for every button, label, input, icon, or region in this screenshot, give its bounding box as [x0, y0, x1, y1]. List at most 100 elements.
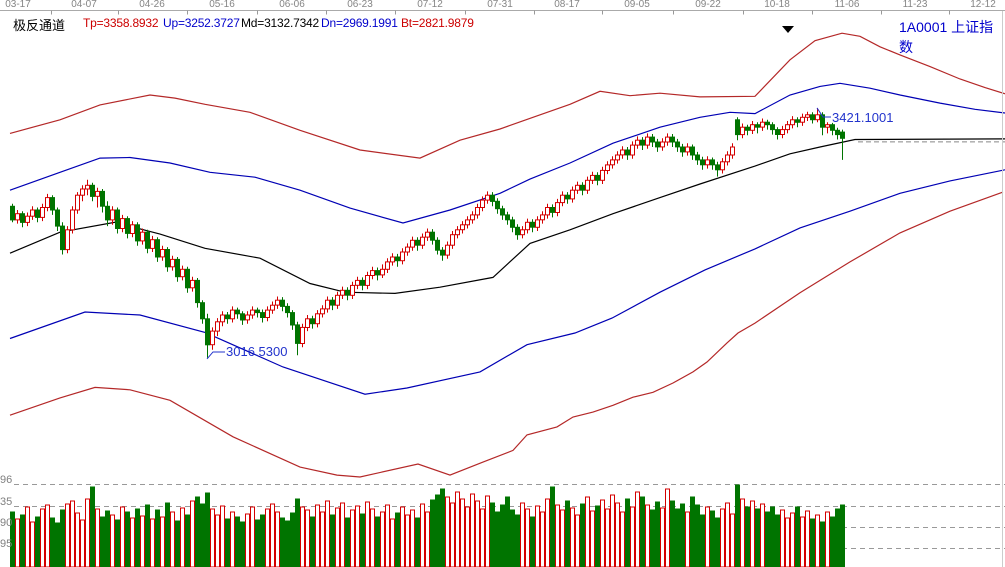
candle-body: [320, 308, 325, 315]
volume-bar: [245, 513, 250, 567]
candle-body: [685, 146, 690, 153]
volume-bar: [545, 498, 550, 567]
candle-body: [550, 207, 555, 213]
candle-body: [245, 314, 250, 321]
volume-bar: [25, 506, 30, 567]
volume-bar: [825, 511, 830, 567]
volume-bar: [655, 501, 660, 567]
volume-bar: [160, 516, 165, 567]
candle-body: [800, 116, 805, 123]
candle-body: [420, 236, 425, 246]
volume-bar: [685, 511, 690, 567]
candle-body: [155, 239, 160, 258]
volume-bar: [680, 503, 685, 567]
volume-bar: [290, 512, 295, 567]
volume-bar: [275, 511, 280, 567]
volume-bar: [400, 506, 405, 567]
band-bt-line: [9, 191, 1004, 478]
volume-bar: [330, 514, 335, 567]
volume-bar: [300, 506, 305, 567]
candle-body: [520, 229, 525, 236]
candle-body: [500, 208, 505, 216]
volume-bar: [180, 507, 185, 567]
date-label: 03-17: [5, 0, 31, 10]
candle-body: [265, 309, 270, 319]
volume-bar: [55, 522, 60, 567]
date-label: 05-16: [209, 0, 235, 10]
volume-bar: [670, 500, 675, 567]
volume-bar: [355, 505, 360, 567]
volume-bar: [550, 486, 555, 567]
volume-bar: [405, 514, 410, 567]
candle-body: [10, 205, 15, 221]
candle-body: [470, 214, 475, 221]
volume-bar: [65, 503, 70, 567]
candle-body: [645, 136, 650, 146]
volume-bar: [615, 502, 620, 567]
candle-body: [745, 126, 750, 131]
volume-bar: [80, 519, 85, 567]
candle-body: [145, 231, 150, 249]
candle-body: [660, 141, 665, 148]
date-label: 04-07: [71, 0, 97, 10]
candle-body: [295, 324, 300, 344]
date-label: 09-22: [695, 0, 721, 10]
candle-body: [720, 161, 725, 171]
volume-bar: [130, 517, 135, 567]
date-label: 06-06: [279, 0, 305, 10]
volume-bar: [295, 498, 300, 567]
candle-body: [425, 231, 430, 238]
volume-bar: [595, 505, 600, 567]
volume-bar: [310, 516, 315, 567]
param-bt: Bt=2821.9879: [401, 16, 474, 30]
candle-body: [25, 215, 30, 223]
volume-bar: [230, 511, 235, 567]
candle-body: [495, 200, 500, 210]
candle-body: [395, 256, 400, 262]
volume-bar: [335, 507, 340, 567]
volume-bar: [360, 513, 365, 567]
volume-bar: [365, 501, 370, 567]
candle-body: [160, 249, 165, 258]
candle-body: [795, 119, 800, 123]
candle-body: [700, 159, 705, 166]
date-label: 11-06: [834, 0, 860, 10]
candle-body: [230, 309, 235, 320]
band-dn-line: [9, 169, 1005, 395]
date-label: 12-12: [970, 0, 996, 10]
volume-bar: [120, 506, 125, 567]
volume-bar: [610, 494, 615, 567]
candle-body: [740, 126, 745, 136]
candle-body: [55, 209, 60, 227]
candle-body: [725, 154, 730, 163]
volume-bar: [805, 510, 810, 567]
volume-bar: [420, 503, 425, 567]
volume-bar: [660, 507, 665, 567]
candle-body: [325, 299, 330, 310]
volume-bar: [340, 502, 345, 567]
volume-bar: [815, 514, 820, 567]
volume-bar: [410, 509, 415, 567]
candle-body: [450, 234, 455, 246]
candle-body: [560, 194, 565, 204]
candle-body: [205, 318, 210, 346]
volume-bar: [370, 508, 375, 567]
candle-body: [30, 209, 35, 217]
volume-bar: [390, 518, 395, 567]
volume-bar: [560, 509, 565, 567]
candle-body: [75, 194, 80, 211]
volume-bar: [320, 511, 325, 567]
candle-body: [345, 289, 350, 296]
volume-bar: [740, 498, 745, 567]
candle-body: [260, 312, 265, 319]
volume-bar: [525, 508, 530, 567]
candle-body: [835, 129, 840, 136]
candle-body: [840, 131, 845, 139]
volume-bar: [215, 514, 220, 567]
volume-bar: [690, 496, 695, 567]
volume-bar: [430, 499, 435, 567]
volume-bar: [585, 496, 590, 567]
annotation-low-price: 3016.5300: [226, 343, 288, 359]
candle-body: [240, 313, 245, 321]
